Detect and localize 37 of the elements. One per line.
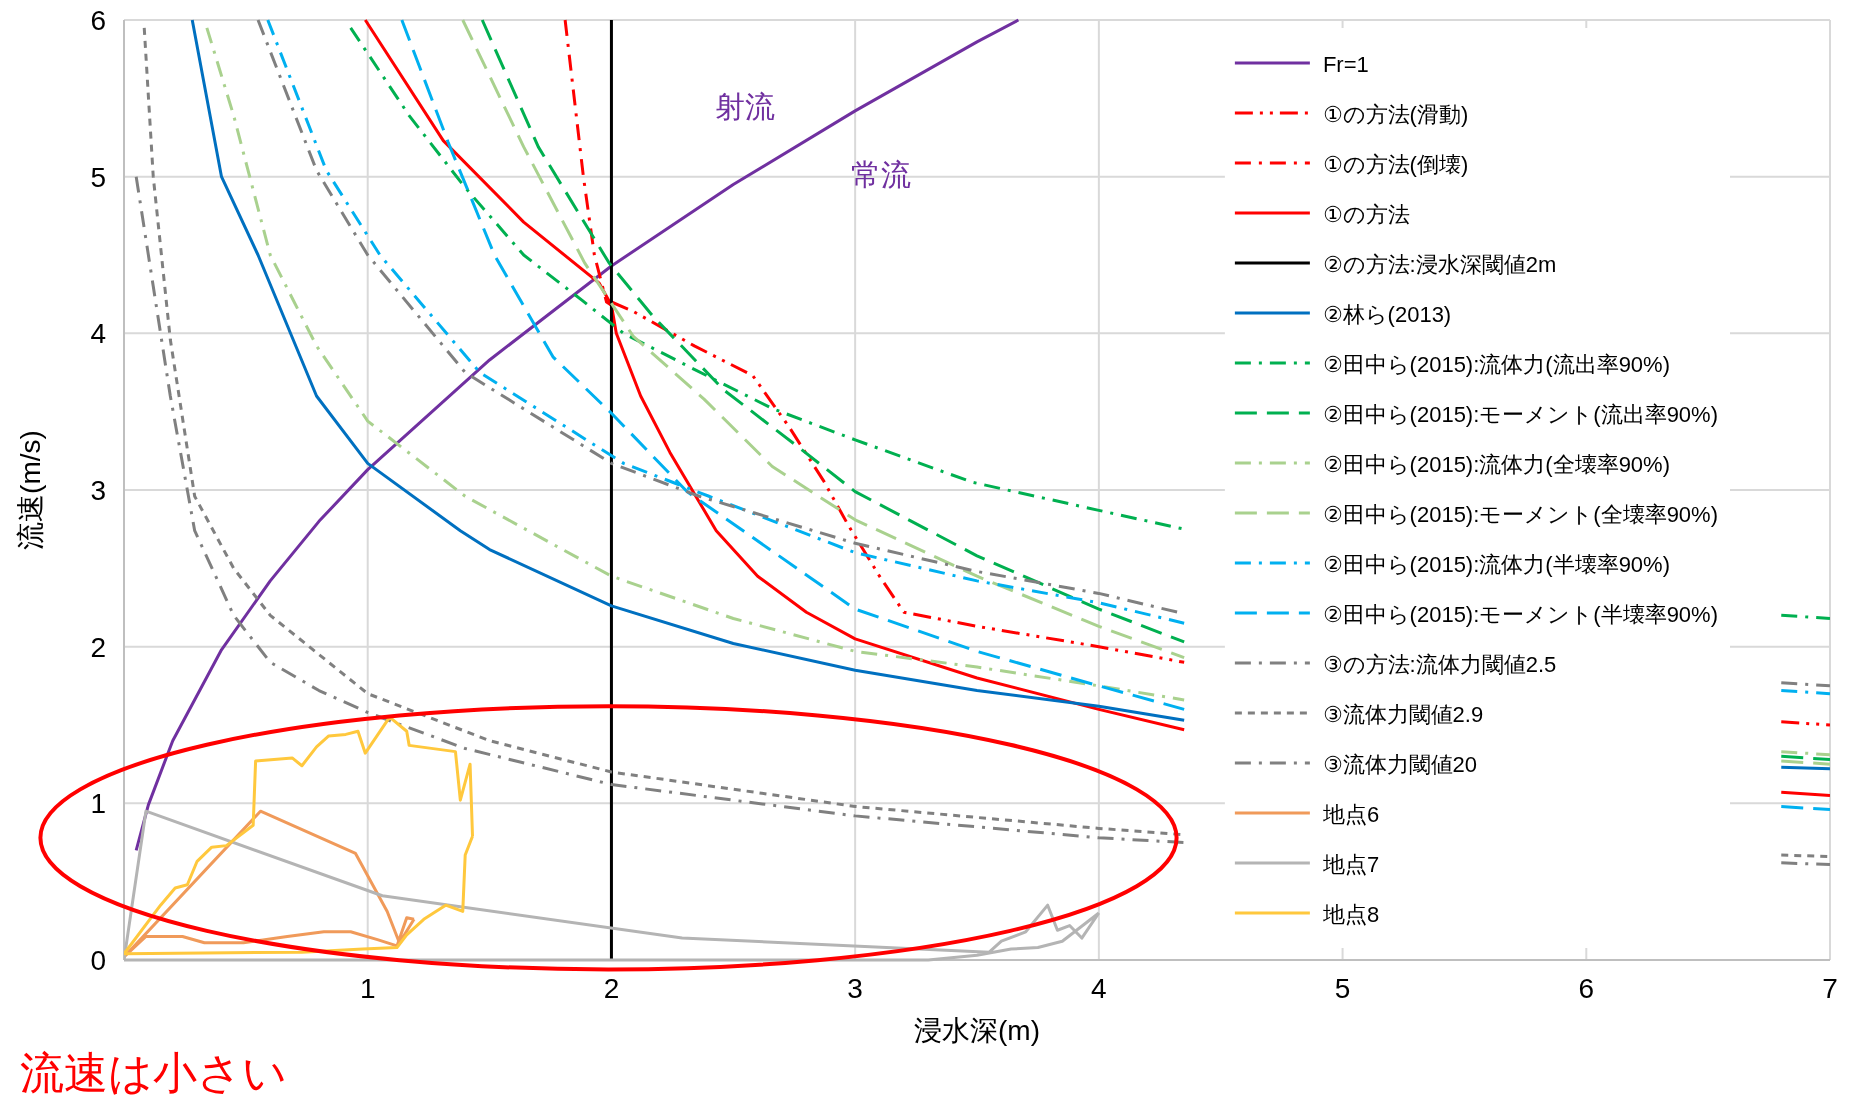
y-tick-label: 3: [90, 475, 106, 506]
legend-label: ②田中ら(2015):流体力(流出率90%): [1322, 352, 1670, 377]
legend-label: ②の方法:浸水深閾値2m: [1322, 252, 1557, 277]
x-tick-label: 3: [847, 973, 863, 1004]
x-tick-label: 1: [359, 973, 376, 1004]
x-tick-label: 5: [1334, 973, 1351, 1004]
annotation: 射流: [714, 89, 775, 123]
legend-label: 地点6: [1321, 802, 1380, 827]
x-tick-label: 6: [1578, 973, 1595, 1004]
legend-label: ③流体力閾値2.9: [1322, 702, 1484, 727]
x-tick-label: 7: [1822, 973, 1838, 1004]
y-tick-label: 2: [90, 631, 106, 663]
legend-label: ①の方法: [1322, 202, 1410, 227]
text: 流速は小さい: [20, 1048, 287, 1097]
y-tick-label: 1: [90, 788, 106, 820]
y-tick-label: 0: [90, 945, 106, 976]
x-axis-title: 浸水深(m): [914, 1015, 1040, 1046]
legend-label: 地点7: [1321, 852, 1380, 877]
legend-label: ③流体力閾値20: [1322, 752, 1478, 777]
x-tick-label: 2: [603, 973, 620, 1004]
legend-label: ②田中ら(2015):モーメント(全壊率90%): [1322, 502, 1718, 527]
y-tick-label: 6: [90, 5, 106, 36]
legend-label: ②田中ら(2015):流体力(半壊率90%): [1322, 552, 1670, 577]
legend-label: ②田中ら(2015):モーメント(流出率90%): [1322, 402, 1718, 427]
legend-label: ②林ら(2013): [1322, 302, 1452, 327]
legend-label: ①の方法(倒壊): [1322, 152, 1469, 177]
y-axis-title: 流速(m/s): [15, 430, 46, 550]
y-tick-label: 4: [90, 318, 106, 350]
x-tick-label: 4: [1091, 973, 1107, 1004]
legend-label: ①の方法(滑動): [1322, 102, 1469, 127]
y-tick-label: 5: [90, 161, 106, 193]
legend-label: ③の方法:流体力閾値2.5: [1322, 652, 1557, 677]
annotation: 常流: [851, 158, 912, 192]
legend-label: 地点8: [1321, 902, 1380, 927]
legend-label: ②田中ら(2015):モーメント(半壊率90%): [1322, 602, 1718, 627]
legend-label: ②田中ら(2015):流体力(全壊率90%): [1322, 452, 1670, 477]
legend-label: Fr=1: [1322, 52, 1369, 77]
